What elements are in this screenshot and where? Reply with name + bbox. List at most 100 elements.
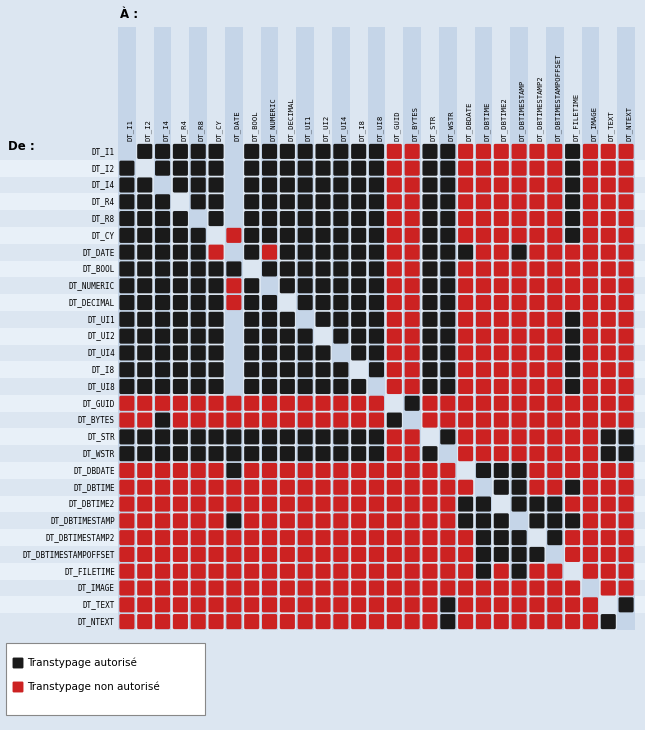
FancyBboxPatch shape <box>297 429 313 445</box>
FancyBboxPatch shape <box>458 564 473 579</box>
FancyBboxPatch shape <box>458 362 473 377</box>
FancyBboxPatch shape <box>173 580 188 596</box>
FancyBboxPatch shape <box>511 261 527 277</box>
FancyBboxPatch shape <box>155 412 170 428</box>
FancyBboxPatch shape <box>315 412 331 428</box>
FancyBboxPatch shape <box>404 362 420 377</box>
FancyBboxPatch shape <box>137 429 152 445</box>
FancyBboxPatch shape <box>333 597 348 612</box>
FancyBboxPatch shape <box>333 328 348 344</box>
FancyBboxPatch shape <box>422 261 437 277</box>
FancyBboxPatch shape <box>547 211 562 226</box>
FancyBboxPatch shape <box>297 345 313 361</box>
FancyBboxPatch shape <box>191 564 206 579</box>
FancyBboxPatch shape <box>208 328 224 344</box>
Bar <box>564 27 582 630</box>
FancyBboxPatch shape <box>315 429 331 445</box>
FancyBboxPatch shape <box>530 580 544 596</box>
FancyBboxPatch shape <box>280 245 295 260</box>
FancyBboxPatch shape <box>155 480 170 495</box>
FancyBboxPatch shape <box>173 614 188 629</box>
FancyBboxPatch shape <box>387 194 402 210</box>
FancyBboxPatch shape <box>351 463 366 478</box>
FancyBboxPatch shape <box>494 597 509 612</box>
FancyBboxPatch shape <box>173 597 188 612</box>
FancyBboxPatch shape <box>280 496 295 512</box>
Bar <box>0 177 645 193</box>
Text: DT_NTEXT: DT_NTEXT <box>78 617 115 626</box>
FancyBboxPatch shape <box>387 211 402 226</box>
FancyBboxPatch shape <box>494 278 509 293</box>
FancyBboxPatch shape <box>422 362 437 377</box>
FancyBboxPatch shape <box>208 564 224 579</box>
FancyBboxPatch shape <box>476 429 491 445</box>
FancyBboxPatch shape <box>119 496 134 512</box>
Bar <box>279 27 296 630</box>
FancyBboxPatch shape <box>619 345 633 361</box>
FancyBboxPatch shape <box>422 379 437 394</box>
FancyBboxPatch shape <box>565 580 580 596</box>
FancyBboxPatch shape <box>530 614 544 629</box>
FancyBboxPatch shape <box>244 396 259 411</box>
FancyBboxPatch shape <box>600 429 616 445</box>
FancyBboxPatch shape <box>262 480 277 495</box>
FancyBboxPatch shape <box>262 161 277 176</box>
FancyBboxPatch shape <box>351 278 366 293</box>
FancyBboxPatch shape <box>441 496 455 512</box>
FancyBboxPatch shape <box>333 614 348 629</box>
FancyBboxPatch shape <box>369 614 384 629</box>
Bar <box>510 27 528 630</box>
FancyBboxPatch shape <box>619 177 633 193</box>
Text: DT_UI8: DT_UI8 <box>377 115 383 141</box>
Bar <box>546 27 564 630</box>
FancyBboxPatch shape <box>119 278 134 293</box>
FancyBboxPatch shape <box>369 144 384 159</box>
FancyBboxPatch shape <box>511 614 527 629</box>
Bar <box>475 27 492 630</box>
FancyBboxPatch shape <box>155 362 170 377</box>
FancyBboxPatch shape <box>583 194 598 210</box>
Bar <box>172 27 190 630</box>
FancyBboxPatch shape <box>280 194 295 210</box>
FancyBboxPatch shape <box>369 513 384 529</box>
FancyBboxPatch shape <box>155 144 170 159</box>
FancyBboxPatch shape <box>173 429 188 445</box>
FancyBboxPatch shape <box>404 161 420 176</box>
FancyBboxPatch shape <box>155 530 170 545</box>
FancyBboxPatch shape <box>600 278 616 293</box>
Bar <box>225 27 243 630</box>
FancyBboxPatch shape <box>155 295 170 310</box>
FancyBboxPatch shape <box>119 261 134 277</box>
Text: DT_I4: DT_I4 <box>92 180 115 190</box>
FancyBboxPatch shape <box>619 194 633 210</box>
FancyBboxPatch shape <box>530 295 544 310</box>
FancyBboxPatch shape <box>333 312 348 327</box>
Text: DT_CY: DT_CY <box>216 119 223 141</box>
FancyBboxPatch shape <box>476 597 491 612</box>
FancyBboxPatch shape <box>208 295 224 310</box>
FancyBboxPatch shape <box>315 228 331 243</box>
FancyBboxPatch shape <box>565 295 580 310</box>
FancyBboxPatch shape <box>137 480 152 495</box>
FancyBboxPatch shape <box>387 480 402 495</box>
FancyBboxPatch shape <box>530 463 544 478</box>
FancyBboxPatch shape <box>369 597 384 612</box>
FancyBboxPatch shape <box>226 261 241 277</box>
FancyBboxPatch shape <box>476 580 491 596</box>
FancyBboxPatch shape <box>547 345 562 361</box>
FancyBboxPatch shape <box>387 261 402 277</box>
FancyBboxPatch shape <box>119 580 134 596</box>
Text: DT_GUID: DT_GUID <box>83 399 115 408</box>
FancyBboxPatch shape <box>262 597 277 612</box>
FancyBboxPatch shape <box>280 564 295 579</box>
FancyBboxPatch shape <box>351 396 366 411</box>
FancyBboxPatch shape <box>119 295 134 310</box>
FancyBboxPatch shape <box>137 261 152 277</box>
FancyBboxPatch shape <box>441 379 455 394</box>
FancyBboxPatch shape <box>280 362 295 377</box>
FancyBboxPatch shape <box>137 211 152 226</box>
FancyBboxPatch shape <box>191 530 206 545</box>
Bar <box>421 27 439 630</box>
FancyBboxPatch shape <box>476 547 491 562</box>
FancyBboxPatch shape <box>119 530 134 545</box>
